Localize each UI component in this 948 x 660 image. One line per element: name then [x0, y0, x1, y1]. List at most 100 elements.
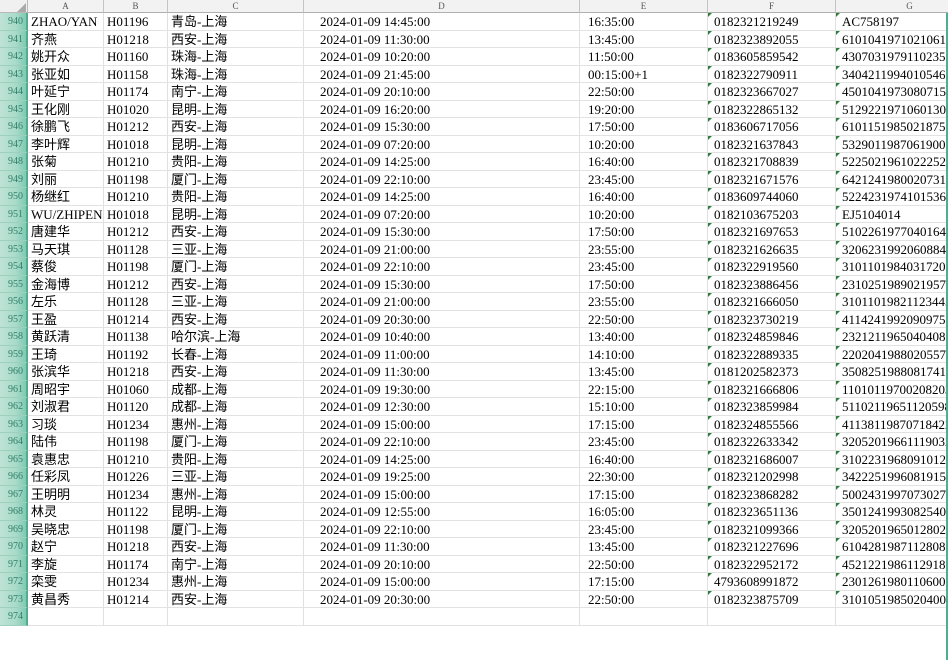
- row-number[interactable]: 953: [0, 240, 28, 258]
- cell-arrival-time[interactable]: 23:45:00: [580, 433, 708, 450]
- cell-passenger-name[interactable]: 刘淑君: [28, 398, 104, 415]
- cell-arrival-time[interactable]: [580, 608, 708, 625]
- cell-arrival-time[interactable]: 23:55:00: [580, 293, 708, 310]
- cell-route[interactable]: 成都-上海: [168, 380, 304, 397]
- table-row[interactable]: 刘丽 H01198 厦门-上海 2024-01-09 22:10:00 23:45:00…: [28, 170, 948, 188]
- cell-departure-time[interactable]: 2024-01-09 22:10:00: [304, 170, 580, 187]
- cell-departure-time[interactable]: 2024-01-09 10:20:00: [304, 48, 580, 65]
- cell-departure-time[interactable]: 2024-01-09 12:55:00: [304, 503, 580, 520]
- row-number[interactable]: 969: [0, 520, 28, 538]
- cell-order-number[interactable]: 0182322889335: [708, 345, 836, 362]
- cell-id-number[interactable]: 350124199308254021: [836, 503, 948, 520]
- cell-route[interactable]: 西安-上海: [168, 363, 304, 380]
- cell-order-number[interactable]: 0182321666806: [708, 380, 836, 397]
- cell-order-number[interactable]: 0182103675203: [708, 205, 836, 222]
- cell-arrival-time[interactable]: 00:15:00+1: [580, 65, 708, 82]
- cell-route[interactable]: 哈尔滨-上海: [168, 328, 304, 345]
- cell-departure-time[interactable]: 2024-01-09 21:00:00: [304, 293, 580, 310]
- cell-arrival-time[interactable]: 15:10:00: [580, 398, 708, 415]
- cell-passenger-name[interactable]: 黄昌秀: [28, 590, 104, 607]
- cell-order-number[interactable]: 0182322919560: [708, 258, 836, 275]
- row-number[interactable]: 950: [0, 188, 28, 206]
- cell-order-number[interactable]: 0182321202998: [708, 468, 836, 485]
- cell-passenger-name[interactable]: 林灵: [28, 503, 104, 520]
- table-row[interactable]: 周昭宇 H01060 成都-上海 2024-01-09 19:30:00 22:15:0…: [28, 380, 948, 398]
- row-number[interactable]: 965: [0, 450, 28, 468]
- cell-id-number[interactable]: 511021196511205981: [836, 398, 948, 415]
- cell-departure-time[interactable]: 2024-01-09 15:00:00: [304, 415, 580, 432]
- cell-order-number[interactable]: 0182323730219: [708, 310, 836, 327]
- cell-id-number[interactable]: 450104197308071515: [836, 83, 948, 100]
- cell-passenger-name[interactable]: 马天琪: [28, 240, 104, 257]
- cell-arrival-time[interactable]: 16:40:00: [580, 450, 708, 467]
- cell-id-number[interactable]: 522423197410153619: [836, 188, 948, 205]
- column-header-b[interactable]: B: [104, 0, 168, 13]
- cell-order-number[interactable]: 0183606717056: [708, 118, 836, 135]
- row-number[interactable]: 963: [0, 415, 28, 433]
- cell-arrival-time[interactable]: 17:50:00: [580, 275, 708, 292]
- cell-id-number[interactable]: 220204198802055729: [836, 345, 948, 363]
- cell-route[interactable]: 昆明-上海: [168, 503, 304, 520]
- cell-order-number[interactable]: 0182321219249: [708, 13, 836, 30]
- cell-order-number[interactable]: 0182322633342: [708, 433, 836, 450]
- row-number[interactable]: 943: [0, 65, 28, 83]
- cell-passenger-name[interactable]: 赵宁: [28, 538, 104, 555]
- table-row[interactable]: 张菊 H01210 贵阳-上海 2024-01-09 14:25:00 16:40:00…: [28, 153, 948, 171]
- cell-passenger-name[interactable]: 任彩凤: [28, 468, 104, 485]
- cell-passenger-name[interactable]: 王琦: [28, 345, 104, 362]
- cell-route[interactable]: 三亚-上海: [168, 240, 304, 257]
- cell-order-number[interactable]: 0182322865132: [708, 100, 836, 117]
- cell-departure-time[interactable]: 2024-01-09 15:30:00: [304, 118, 580, 135]
- row-number[interactable]: 948: [0, 153, 28, 171]
- cell-flight-code[interactable]: H01128: [104, 293, 168, 310]
- cell-passenger-name[interactable]: 叶延宁: [28, 83, 104, 100]
- cell-passenger-name[interactable]: 徐鹏飞: [28, 118, 104, 135]
- table-row[interactable]: 黄昌秀 H01214 西安-上海 2024-01-09 20:30:00 22:50:0…: [28, 590, 948, 608]
- cell-route[interactable]: 厦门-上海: [168, 433, 304, 450]
- cell-route[interactable]: 珠海-上海: [168, 65, 304, 82]
- cell-arrival-time[interactable]: 17:50:00: [580, 223, 708, 240]
- table-row[interactable]: 徐鹏飞 H01212 西安-上海 2024-01-09 15:30:00 17:50:0…: [28, 118, 948, 136]
- cell-passenger-name[interactable]: 李旋: [28, 555, 104, 572]
- cell-id-number[interactable]: 500243199707302759: [836, 485, 948, 503]
- cell-passenger-name[interactable]: 李叶辉: [28, 135, 104, 152]
- cell-arrival-time[interactable]: 11:50:00: [580, 48, 708, 65]
- cell-passenger-name[interactable]: 张菊: [28, 153, 104, 170]
- cell-route[interactable]: 南宁-上海: [168, 555, 304, 572]
- cell-arrival-time[interactable]: 22:50:00: [580, 310, 708, 327]
- column-header-e[interactable]: E: [580, 0, 708, 13]
- cell-route[interactable]: 三亚-上海: [168, 468, 304, 485]
- cell-passenger-name[interactable]: 金海博: [28, 275, 104, 292]
- row-number[interactable]: 959: [0, 345, 28, 363]
- cell-departure-time[interactable]: 2024-01-09 12:30:00: [304, 398, 580, 415]
- cell-arrival-time[interactable]: 23:45:00: [580, 170, 708, 187]
- cell-passenger-name[interactable]: 王明明: [28, 485, 104, 502]
- cell-departure-time[interactable]: 2024-01-09 14:45:00: [304, 13, 580, 30]
- cell-flight-code[interactable]: H01198: [104, 520, 168, 537]
- cell-order-number[interactable]: 0182322952172: [708, 555, 836, 572]
- cell-passenger-name[interactable]: 王化刚: [28, 100, 104, 117]
- cell-route[interactable]: 惠州-上海: [168, 485, 304, 502]
- cell-flight-code[interactable]: H01174: [104, 555, 168, 572]
- cell-arrival-time[interactable]: 13:45:00: [580, 363, 708, 380]
- select-all-corner[interactable]: [0, 0, 28, 13]
- table-row[interactable]: 蔡俊 H01198 厦门-上海 2024-01-09 22:10:00 23:45:00…: [28, 258, 948, 276]
- cell-passenger-name[interactable]: 蔡俊: [28, 258, 104, 275]
- cell-order-number[interactable]: 0182323667027: [708, 83, 836, 100]
- row-number[interactable]: 946: [0, 118, 28, 136]
- cell-departure-time[interactable]: 2024-01-09 21:00:00: [304, 240, 580, 257]
- table-row[interactable]: 杨继红 H01210 贵阳-上海 2024-01-09 14:25:00 16:40:0…: [28, 188, 948, 206]
- cell-id-number[interactable]: 522502196102225229: [836, 153, 948, 170]
- table-row[interactable]: 李叶辉 H01018 昆明-上海 2024-01-09 07:20:00 10:20:0…: [28, 135, 948, 153]
- cell-route[interactable]: 贵阳-上海: [168, 188, 304, 205]
- cell-order-number[interactable]: 0182321697653: [708, 223, 836, 240]
- cell-departure-time[interactable]: 2024-01-09 20:30:00: [304, 590, 580, 607]
- cell-route[interactable]: 三亚-上海: [168, 293, 304, 310]
- cell-route[interactable]: 昆明-上海: [168, 100, 304, 117]
- row-number-gutter[interactable]: 940 941 942 943 944 945 946 947 948 949 950 951 952 9…: [0, 13, 28, 626]
- cell-departure-time[interactable]: 2024-01-09 21:45:00: [304, 65, 580, 82]
- cell-departure-time[interactable]: 2024-01-09 19:30:00: [304, 380, 580, 397]
- table-row[interactable]: 刘淑君 H01120 成都-上海 2024-01-09 12:30:00 15:10:0…: [28, 398, 948, 416]
- cell-departure-time[interactable]: 2024-01-09 11:30:00: [304, 538, 580, 555]
- row-number[interactable]: 962: [0, 398, 28, 416]
